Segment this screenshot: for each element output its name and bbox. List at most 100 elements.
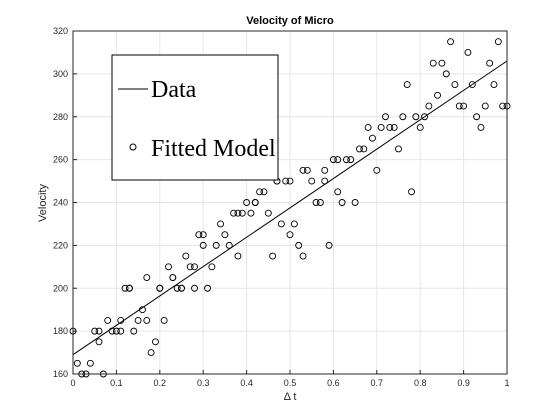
legend: Data Fitted Model	[111, 54, 279, 181]
data-line	[72, 60, 508, 356]
y-tick-label: 320	[53, 26, 68, 36]
data-point	[451, 81, 459, 89]
legend-label-fitted-model: Fitted Model	[151, 136, 276, 162]
data-point	[104, 316, 112, 324]
data-point	[125, 284, 133, 292]
data-point	[152, 338, 159, 346]
x-tick-label: 0.3	[197, 378, 210, 388]
data-point	[412, 113, 420, 121]
data-point	[364, 124, 372, 131]
data-point	[321, 166, 329, 174]
data-point	[195, 231, 203, 239]
data-point	[464, 48, 472, 56]
data-point	[499, 102, 507, 110]
y-tick-label: 220	[53, 240, 68, 250]
data-point	[477, 124, 485, 131]
x-tick-label: 0.9	[457, 378, 470, 388]
data-point	[91, 327, 99, 335]
data-point	[421, 113, 428, 121]
data-point	[486, 59, 494, 67]
x-tick-label: 0.4	[240, 378, 253, 388]
data-point	[399, 113, 407, 121]
y-tick-label: 260	[53, 155, 68, 165]
legend-circle-marker	[129, 143, 137, 151]
data-point	[334, 188, 342, 196]
data-point	[382, 113, 389, 121]
data-point	[138, 306, 146, 314]
y-tick-label: 280	[53, 112, 68, 122]
data-point	[447, 38, 455, 46]
data-point	[282, 177, 290, 185]
data-point	[165, 263, 172, 271]
data-point	[490, 81, 498, 89]
data-point	[108, 327, 116, 335]
data-point	[134, 316, 142, 324]
data-point	[395, 145, 402, 153]
data-point	[143, 316, 151, 324]
data-point	[95, 338, 103, 346]
data-point	[251, 199, 259, 206]
data-point	[416, 124, 424, 131]
data-point	[316, 199, 324, 206]
data-point	[204, 284, 211, 292]
data-point	[303, 166, 311, 174]
y-tick-label: 180	[53, 326, 68, 336]
data-point	[369, 134, 376, 142]
data-point	[338, 199, 346, 206]
data-point	[325, 241, 333, 249]
data-point	[264, 209, 272, 217]
data-point	[342, 156, 350, 164]
y-tick-label: 300	[53, 69, 68, 79]
data-point	[221, 231, 229, 239]
data-point	[299, 166, 307, 174]
x-tick-label: 0.7	[371, 378, 384, 388]
data-point	[295, 241, 303, 249]
data-point	[178, 284, 185, 292]
data-point	[351, 199, 359, 206]
data-point	[468, 81, 476, 89]
data-point	[329, 156, 337, 164]
y-tick-label: 200	[53, 283, 68, 293]
data-point	[160, 316, 168, 324]
x-tick-label: 0.8	[414, 378, 427, 388]
data-point	[355, 145, 363, 153]
data-point	[169, 274, 177, 281]
data-point	[434, 91, 442, 99]
y-tick-label: 240	[53, 198, 68, 208]
data-point	[299, 252, 307, 260]
data-point	[403, 81, 411, 89]
data-point	[377, 124, 385, 131]
data-point	[234, 209, 242, 217]
data-point	[481, 102, 489, 110]
data-point	[130, 327, 138, 335]
data-point	[373, 166, 381, 174]
data-point	[455, 102, 463, 110]
data-point	[334, 156, 342, 164]
data-point	[147, 349, 155, 357]
data-point	[182, 252, 190, 260]
data-point	[156, 284, 164, 292]
data-point	[347, 156, 355, 164]
data-point	[186, 263, 194, 271]
data-point	[321, 177, 329, 185]
data-point	[360, 145, 368, 153]
data-point	[212, 241, 220, 249]
data-point	[460, 102, 468, 110]
data-point	[256, 188, 264, 196]
data-point	[217, 220, 225, 228]
x-ticks: 0 0.1 0.2 0.3 0.4 0.5 0.6 0.7 0.8 0.9 1	[70, 370, 510, 388]
data-points	[69, 38, 511, 378]
y-tick-label: 160	[53, 369, 68, 379]
data-point	[308, 177, 316, 185]
chart-title: Velocity of Micro	[246, 15, 334, 27]
data-point	[425, 102, 433, 110]
data-point	[238, 209, 246, 217]
x-tick-label: 0.5	[284, 378, 297, 388]
data-point	[312, 199, 320, 206]
data-point	[112, 327, 120, 335]
data-point	[408, 188, 415, 196]
data-point	[269, 252, 277, 260]
data-point	[199, 241, 207, 249]
data-point	[494, 38, 502, 46]
